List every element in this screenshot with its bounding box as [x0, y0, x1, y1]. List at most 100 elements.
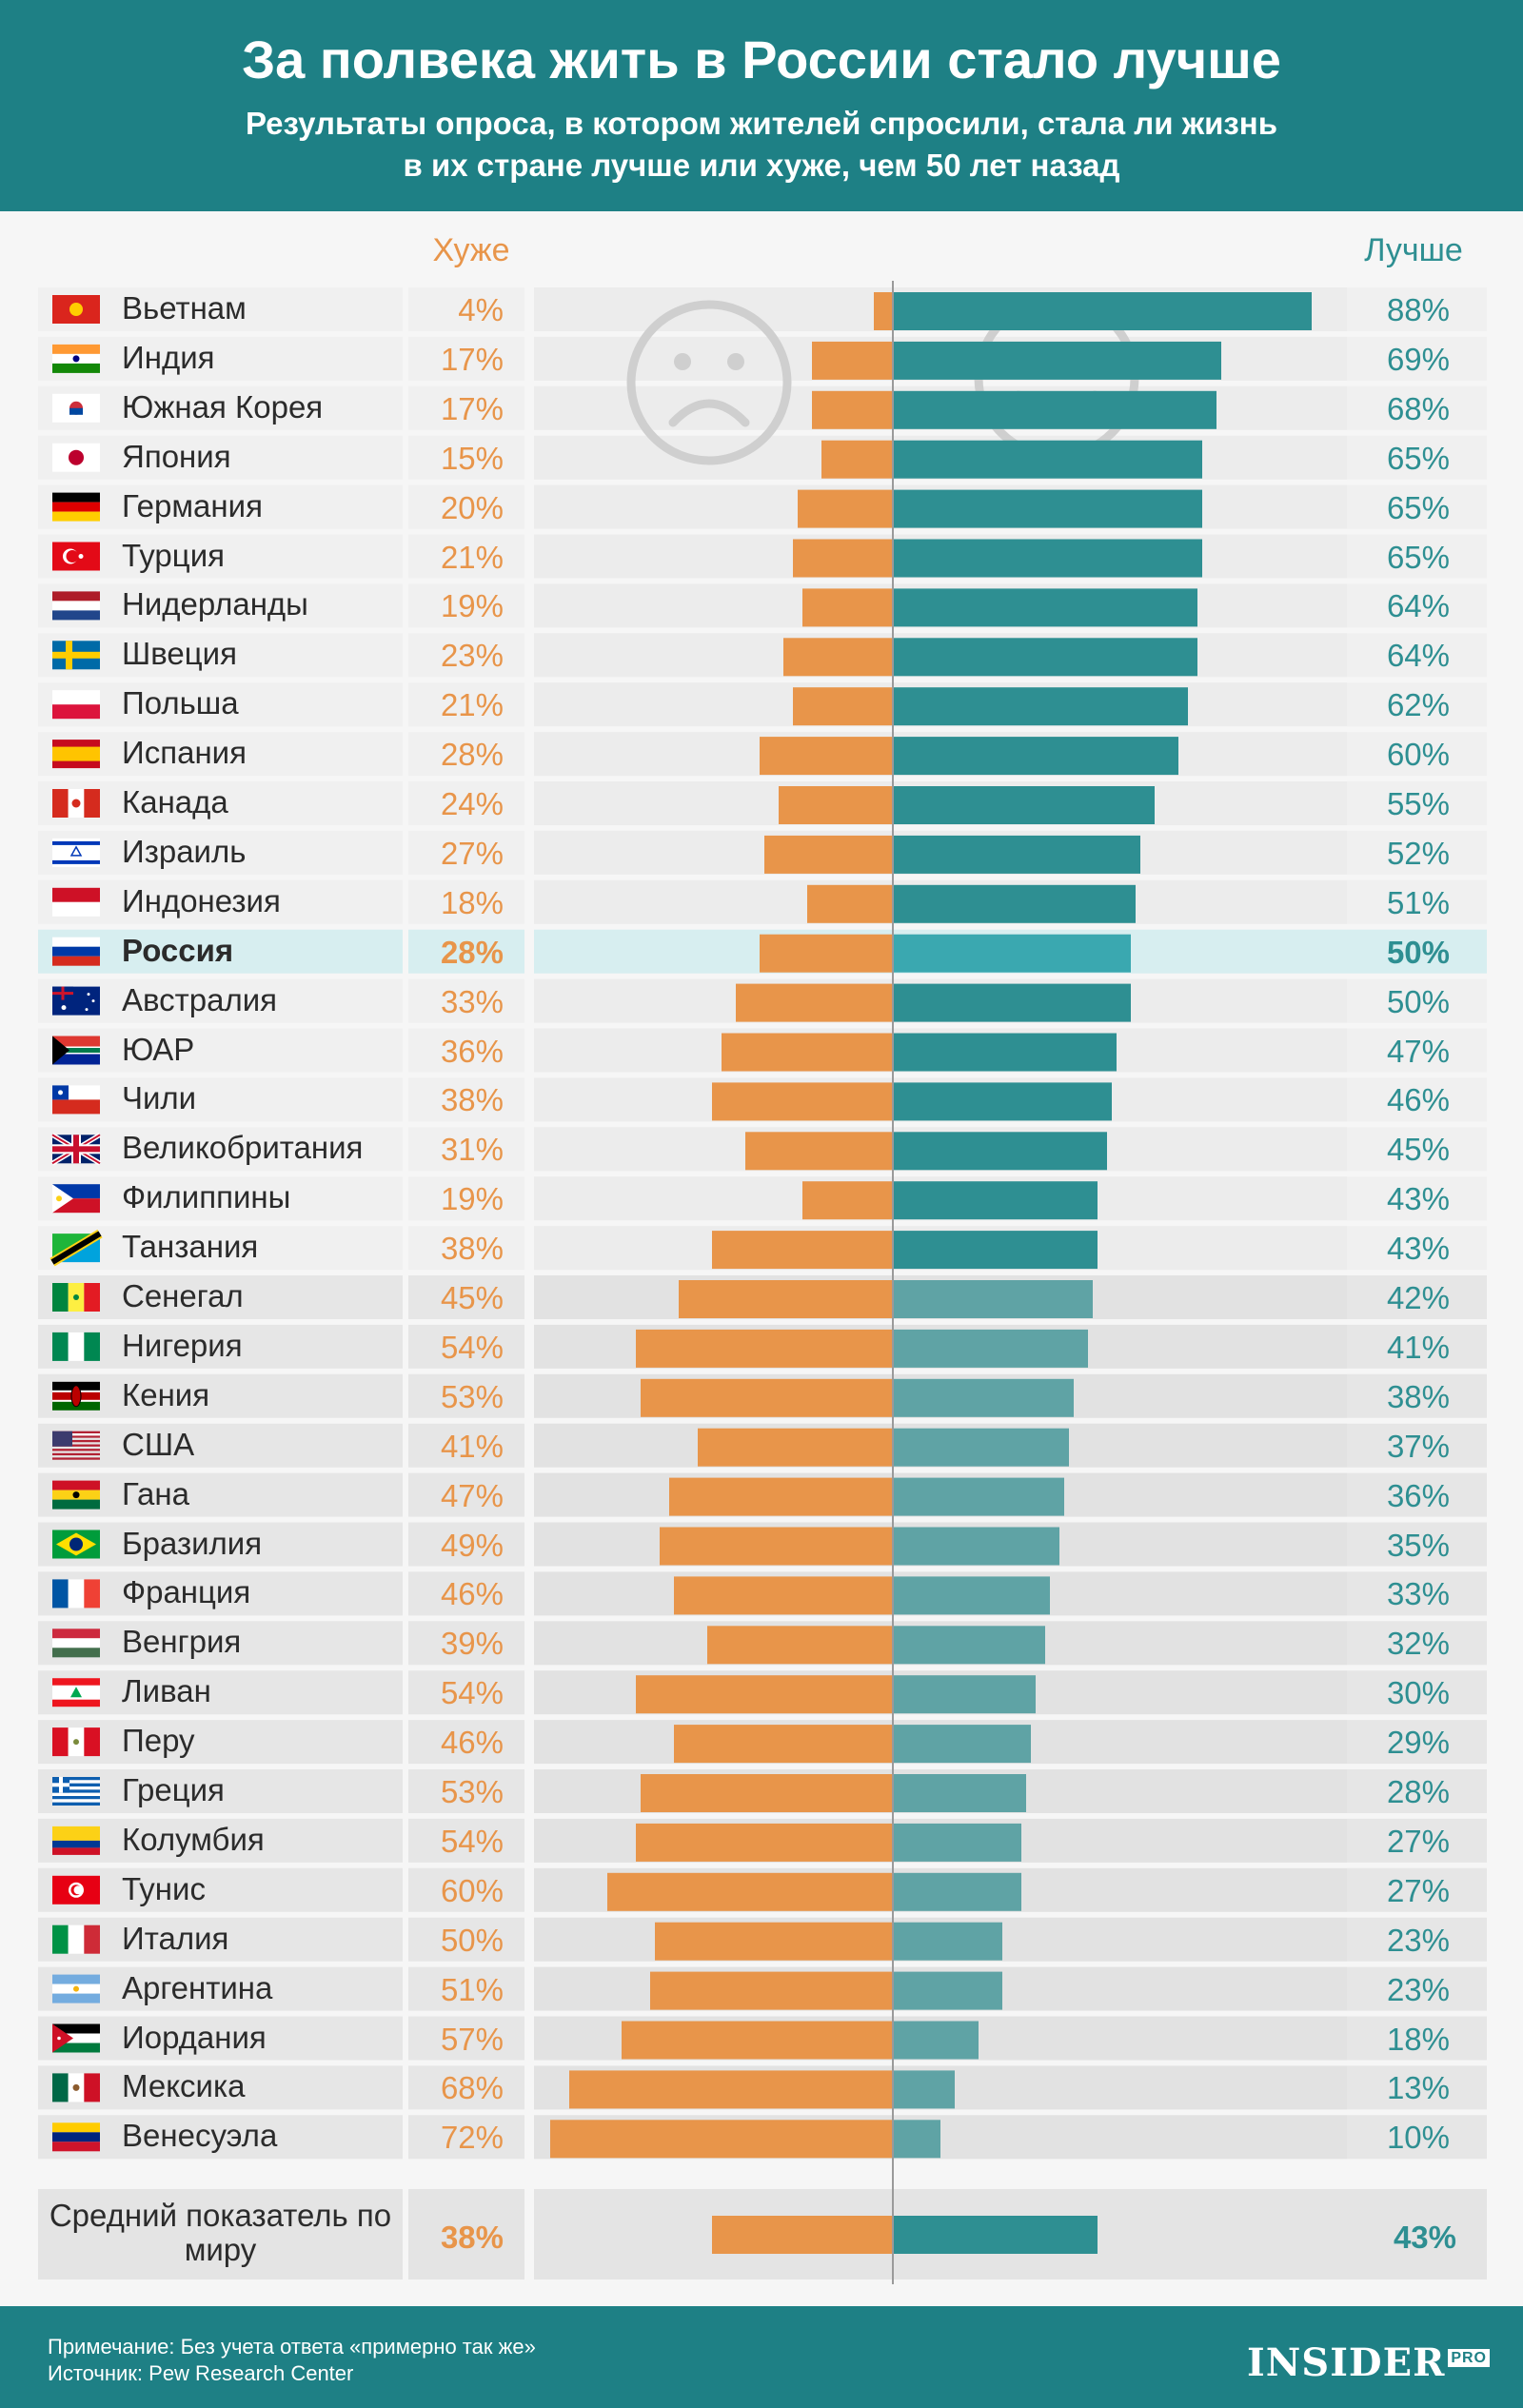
bar-worse	[679, 1280, 893, 1318]
worse-value: 72%	[440, 2120, 504, 2156]
country-name: Канада	[122, 784, 228, 819]
bar-better	[893, 1922, 1002, 1961]
row-cell-bg	[1347, 781, 1487, 825]
argentina-flag-icon	[52, 1974, 100, 2003]
lebanon-flag-icon	[52, 1678, 100, 1707]
row-cell-bg	[1347, 1522, 1487, 1567]
row-cell-bg	[408, 1275, 524, 1319]
country-name: Израиль	[122, 833, 247, 869]
country-name: Япония	[122, 438, 231, 474]
worse-value: 53%	[440, 1774, 504, 1809]
row-cell-bg	[1347, 1670, 1487, 1715]
country-name: Испания	[122, 735, 247, 771]
usa-flag-icon	[52, 1431, 100, 1460]
better-value: 33%	[1386, 1576, 1450, 1612]
country-name: Сенегал	[122, 1278, 244, 1313]
bar-worse	[641, 1378, 893, 1417]
worse-value: 46%	[440, 1725, 504, 1761]
worse-value: 28%	[440, 737, 504, 773]
row-cell-bg	[1347, 1373, 1487, 1418]
row-cell-bg	[408, 385, 524, 430]
bar-worse	[821, 440, 893, 479]
country-name: Италия	[122, 1920, 229, 1956]
insider-pro-logo: INSIDER PRO	[1247, 2340, 1490, 2385]
row-cell-bg	[408, 732, 524, 777]
worse-value: 68%	[440, 2070, 504, 2106]
bar-worse	[812, 390, 893, 429]
bar-worse	[812, 341, 893, 380]
turkey-flag-icon	[52, 542, 100, 571]
row-cell-bg	[1347, 1917, 1487, 1962]
row-cell-bg	[408, 1720, 524, 1765]
bar-better	[893, 390, 1216, 429]
row-cell-bg	[1347, 2065, 1487, 2110]
country-name: Кения	[122, 1376, 210, 1412]
worse-value: 38%	[440, 1082, 504, 1118]
worse-value: 60%	[440, 1872, 504, 1908]
bar-worse	[764, 835, 893, 874]
bar-better	[893, 737, 1178, 776]
bar-better	[893, 835, 1140, 874]
bar-worse	[550, 2120, 893, 2159]
bar-worse	[707, 1626, 893, 1665]
bar-average-better	[893, 2216, 1098, 2254]
tunisia-flag-icon	[52, 1875, 100, 1905]
country-name: Перу	[122, 1723, 195, 1759]
hungary-flag-icon	[52, 1628, 100, 1658]
country-name: Тунис	[122, 1870, 206, 1906]
bar-better	[893, 588, 1197, 627]
country-name: Индонезия	[122, 882, 281, 918]
row-cell-bg	[1347, 1571, 1487, 1616]
worse-value: 4%	[458, 292, 504, 327]
row-cell-bg	[1347, 435, 1487, 480]
better-value: 29%	[1386, 1725, 1450, 1761]
better-value: 45%	[1386, 1132, 1450, 1168]
worse-value: 41%	[440, 1428, 504, 1464]
row-cell-bg	[1347, 583, 1487, 628]
worse-value: 15%	[440, 440, 504, 476]
better-value: 69%	[1386, 341, 1450, 377]
better-value: 38%	[1386, 1378, 1450, 1414]
better-value: 36%	[1386, 1477, 1450, 1513]
country-name: Нигерия	[122, 1327, 243, 1363]
country-name: США	[122, 1426, 195, 1462]
average-row-bg	[38, 2189, 403, 2280]
country-name: Танзания	[122, 1229, 259, 1265]
bar-better	[893, 1231, 1098, 1270]
worse-value: 51%	[440, 1971, 504, 2007]
bar-better	[893, 341, 1221, 380]
row-cell-bg	[1347, 1818, 1487, 1863]
bar-better	[893, 1823, 1021, 1862]
better-value: 43%	[1386, 1181, 1450, 1217]
greece-flag-icon	[52, 1777, 100, 1806]
row-cell-bg	[1347, 534, 1487, 579]
row-cell-bg	[408, 1818, 524, 1863]
worse-value: 54%	[440, 1329, 504, 1365]
row-cell-bg	[408, 1423, 524, 1468]
row-cell-bg	[408, 2065, 524, 2110]
bar-worse	[669, 1477, 893, 1516]
bar-better	[893, 786, 1155, 824]
worse-value: 49%	[440, 1527, 504, 1563]
country-name: Аргентина	[122, 1969, 273, 2005]
peru-flag-icon	[52, 1727, 100, 1757]
worse-value: 18%	[440, 884, 504, 920]
worse-value: 33%	[440, 983, 504, 1019]
row-cell-bg	[408, 1917, 524, 1962]
world-average-worse-value: 38%	[440, 2220, 504, 2255]
better-value: 64%	[1386, 588, 1450, 624]
row-cell-bg	[1347, 929, 1487, 974]
worse-value: 31%	[440, 1132, 504, 1168]
worse-value: 57%	[440, 2021, 504, 2057]
australia-flag-icon	[52, 986, 100, 1016]
bar-worse	[793, 687, 893, 726]
better-value: 50%	[1386, 983, 1450, 1019]
row-cell-bg	[408, 1077, 524, 1122]
sweden-flag-icon	[52, 641, 100, 670]
bar-better	[893, 1626, 1045, 1665]
better-value: 23%	[1386, 1922, 1450, 1958]
worse-column-header: Хуже	[432, 232, 510, 268]
bar-better	[893, 1378, 1074, 1417]
better-value: 46%	[1386, 1082, 1450, 1118]
